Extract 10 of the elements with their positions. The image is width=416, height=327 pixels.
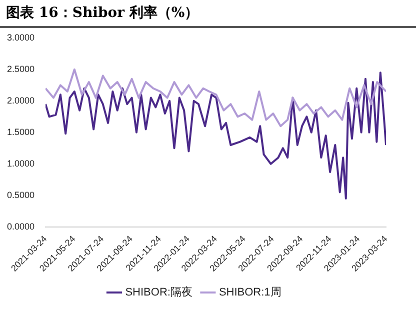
- y-tick-label: 1.5000: [6, 126, 35, 137]
- chart-title: 图表 16：Shibor 利率（%）: [0, 0, 416, 28]
- legend-label: SHIBOR:隔夜: [125, 286, 192, 299]
- legend-label: SHIBOR:1周: [218, 286, 282, 299]
- y-tick-label: 3.0000: [6, 32, 35, 42]
- y-tick-label: 0.5000: [6, 190, 35, 200]
- y-tick-label: 2.5000: [6, 64, 35, 74]
- y-tick-label: 0.0000: [6, 221, 35, 232]
- y-tick-label: 2.0000: [6, 95, 35, 106]
- y-tick-label: 1.0000: [6, 158, 35, 168]
